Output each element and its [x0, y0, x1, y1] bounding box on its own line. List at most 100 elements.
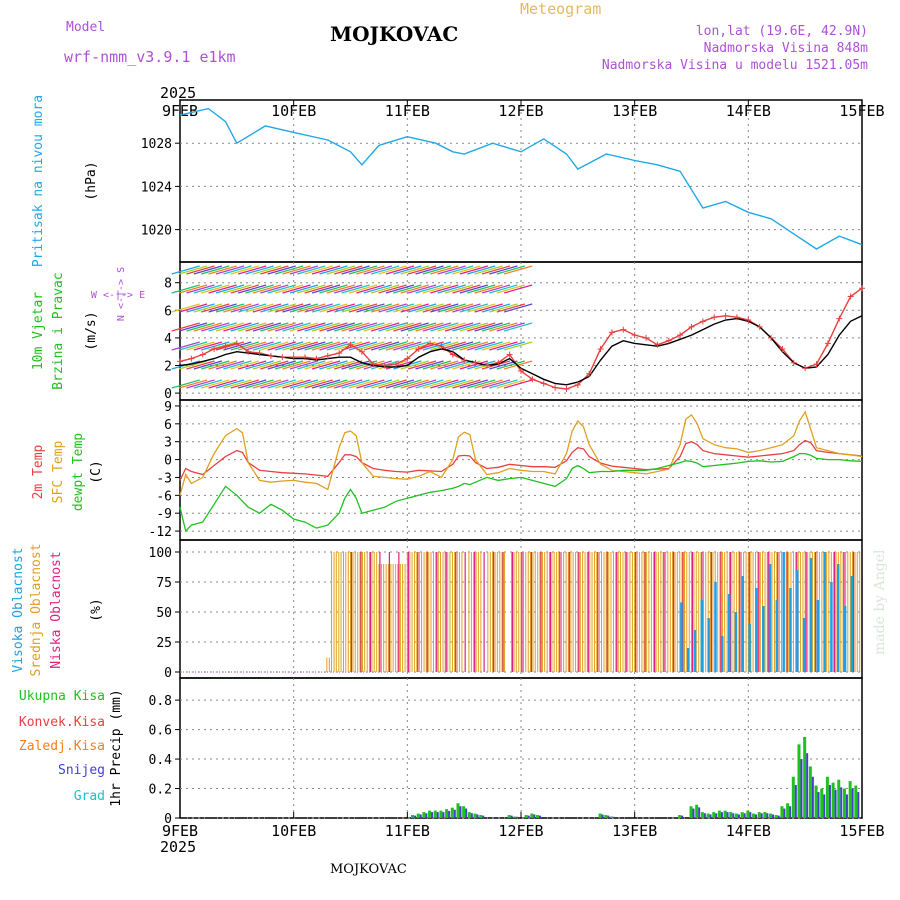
- wind-barb: [186, 341, 215, 351]
- precip-snow-bar: [726, 812, 729, 818]
- wind-barb: [193, 379, 223, 389]
- wind-gust-marker: [802, 365, 809, 372]
- precip-total-bar: [513, 816, 517, 818]
- wind-barb: [267, 284, 296, 294]
- wind-barb: [474, 284, 503, 294]
- temp-sfc-line: [179, 410, 863, 496]
- wind-barb: [459, 303, 488, 313]
- wind-barb: [297, 341, 326, 351]
- wind-barb: [238, 360, 267, 370]
- wind-barb: [319, 341, 348, 351]
- wind-barb: [319, 265, 348, 275]
- y-tick-label: 0: [164, 812, 172, 827]
- wind-barb: [400, 284, 429, 294]
- wind-barb: [289, 322, 319, 332]
- precip-snow-bar: [692, 808, 695, 818]
- wind-barb: [282, 379, 311, 389]
- wind-barb: [385, 284, 415, 294]
- precip-total-bar: [723, 810, 727, 818]
- precip-total-bar: [479, 815, 483, 818]
- y-tick-label: 0: [164, 666, 172, 681]
- wind-barb: [430, 265, 459, 275]
- y-tick-label: 0.6: [149, 724, 172, 739]
- precip-snow-bar: [431, 812, 434, 818]
- temp-2m-line: [179, 439, 863, 481]
- dewpoint-line: [179, 452, 863, 533]
- x-tick-label-bottom: 10FEB: [271, 822, 316, 840]
- wind-barb: [260, 322, 289, 332]
- wind-gust-marker: [722, 312, 729, 319]
- wind-barb: [223, 303, 252, 313]
- precip-total-bar: [422, 812, 426, 818]
- wind-barb: [422, 341, 452, 351]
- y-tick-label: -12: [149, 525, 172, 540]
- precip-total-bar: [700, 812, 704, 818]
- wind-barb: [430, 322, 459, 332]
- precip-total-bar: [837, 779, 841, 818]
- precip-total-label: Ukupna Kisa: [19, 689, 105, 704]
- wind-barb: [363, 265, 392, 275]
- wind-gust-marker: [404, 355, 411, 362]
- wind-barb: [260, 265, 289, 275]
- y-tick-label: 50: [156, 606, 172, 621]
- wind-barb: [341, 360, 370, 370]
- y-tick-label: 0: [164, 387, 172, 402]
- wind-gust-marker: [529, 376, 536, 383]
- precip-conv-label: Konvek.Kisa: [19, 715, 105, 730]
- wind-barb: [267, 360, 296, 370]
- wind-barb: [274, 265, 304, 275]
- wind-barb: [230, 322, 259, 332]
- wind-barb: [193, 360, 223, 370]
- wind-barb: [215, 379, 245, 389]
- wind-barb: [503, 379, 533, 389]
- precip-snow-bar: [510, 815, 513, 818]
- wind-barb: [230, 284, 259, 294]
- precip-snow-bar: [448, 810, 451, 818]
- wind-barb: [496, 379, 525, 389]
- wind-barb: [467, 360, 496, 370]
- wind-barb: [289, 265, 319, 275]
- wind-barb: [385, 379, 415, 389]
- cloud-high-bar: [843, 606, 847, 672]
- wind-barb: [378, 303, 407, 313]
- wind-barb: [252, 341, 282, 351]
- wind-barb: [407, 284, 437, 294]
- precip-snow-bar: [527, 815, 530, 818]
- precip-total-bar: [791, 776, 795, 818]
- wind-barb: [289, 360, 319, 370]
- precip-total-bar: [604, 815, 608, 818]
- wind-barb: [178, 303, 208, 313]
- wind-barb: [430, 360, 459, 370]
- wind-barb: [208, 360, 237, 370]
- wind-gust-marker: [768, 334, 775, 341]
- precip-snow-bar: [533, 814, 536, 818]
- precip-unit-label: 1hr Precip (mm): [109, 689, 124, 806]
- wind-barb: [215, 360, 245, 370]
- wind-gust-marker: [665, 337, 672, 344]
- wind-barb: [363, 303, 392, 313]
- wind-barb: [334, 265, 363, 275]
- precip-snow-bar: [453, 809, 456, 818]
- wind-barb: [415, 379, 444, 389]
- wind-barb: [215, 303, 245, 313]
- wind-barb: [452, 265, 481, 275]
- precip-total-bar: [439, 810, 443, 818]
- wind-barb: [371, 322, 400, 332]
- wind-barb: [238, 322, 267, 332]
- temp-unit-label: (C): [89, 460, 104, 483]
- wind-barb: [260, 284, 289, 294]
- wind-barb: [304, 303, 333, 313]
- precip-total-bar: [450, 807, 454, 818]
- year-top: 2025: [160, 84, 197, 102]
- precip-total-bar: [507, 815, 511, 818]
- wind-barb: [223, 265, 252, 275]
- wind-barb: [348, 284, 378, 294]
- wind-barb: [474, 379, 503, 389]
- wind-barb: [356, 284, 385, 294]
- y-tick-label: 8: [164, 277, 172, 292]
- wind-barb: [260, 379, 289, 389]
- wind-gust-marker: [336, 350, 343, 357]
- wind-axis-label: 10m Vjetar: [31, 292, 46, 370]
- wind-barb: [178, 341, 208, 351]
- wind-barb: [178, 360, 208, 370]
